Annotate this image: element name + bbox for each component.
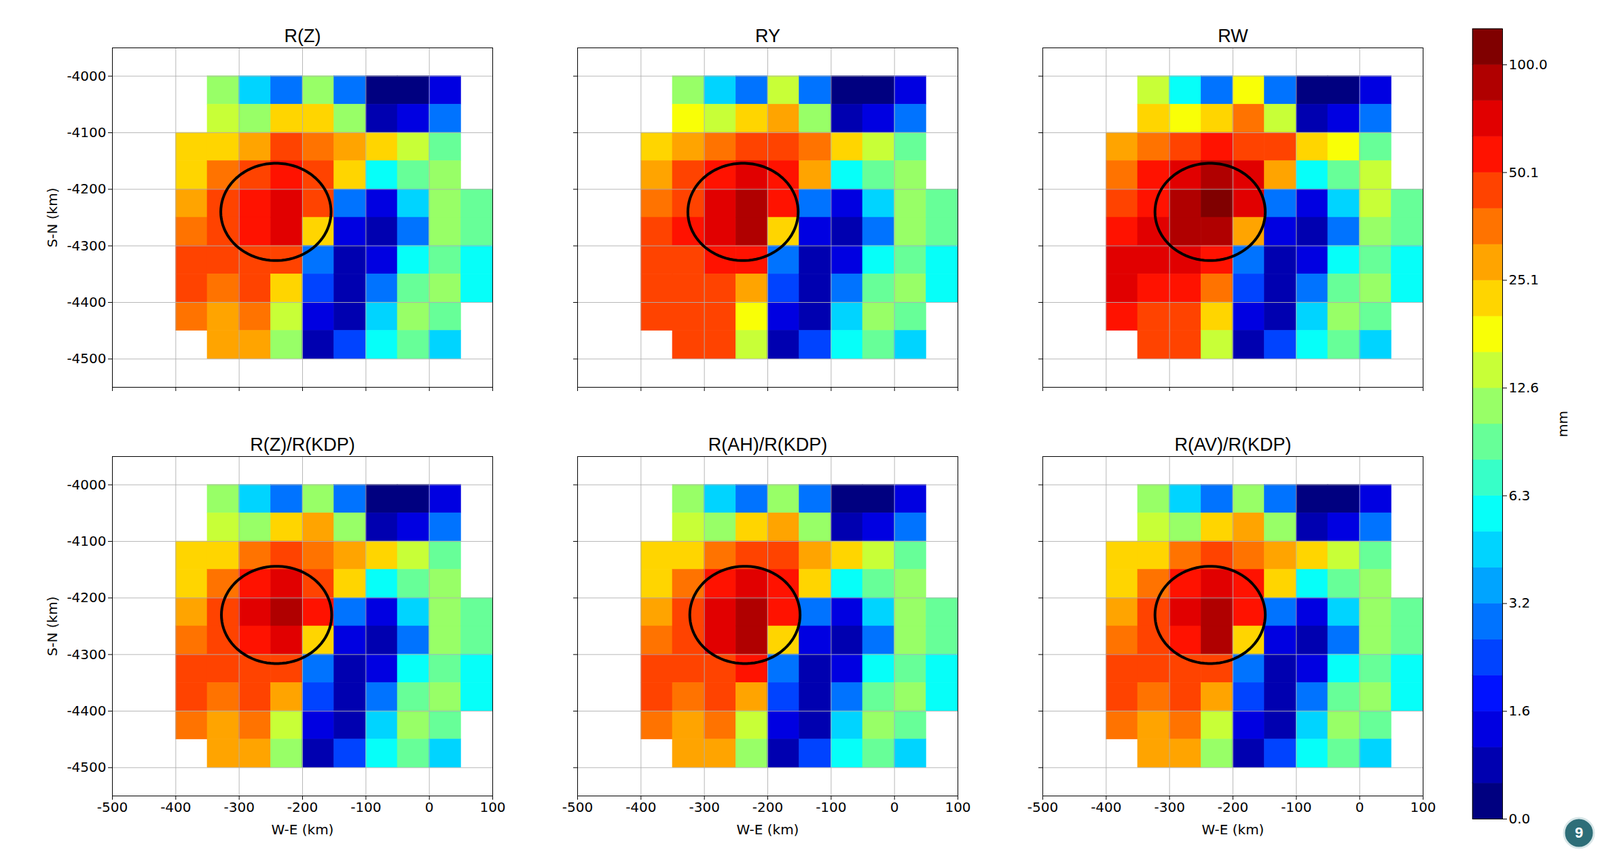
svg-text:6.3: 6.3 [1508, 487, 1531, 504]
svg-text:-4200: -4200 [66, 180, 106, 197]
svg-text:0: 0 [425, 799, 434, 816]
svg-text:-400: -400 [1090, 799, 1122, 816]
svg-text:-4500: -4500 [66, 759, 106, 776]
svg-text:RW: RW [1217, 25, 1249, 47]
svg-text:R(AH)/R(KDP): R(AH)/R(KDP) [708, 434, 828, 456]
svg-text:-200: -200 [752, 799, 784, 816]
svg-text:R(Z): R(Z) [284, 25, 322, 47]
svg-text:100: 100 [944, 799, 971, 816]
svg-text:-500: -500 [97, 799, 128, 816]
svg-text:-4500: -4500 [66, 350, 106, 367]
svg-text:0: 0 [890, 799, 900, 816]
svg-text:-4400: -4400 [66, 702, 106, 720]
svg-text:R(Z)/R(KDP): R(Z)/R(KDP) [249, 434, 355, 456]
svg-text:W-E (km): W-E (km) [736, 821, 800, 839]
svg-text:100.0: 100.0 [1508, 56, 1548, 73]
svg-text:-200: -200 [1217, 799, 1249, 816]
svg-text:-300: -300 [1153, 799, 1185, 816]
svg-text:-300: -300 [688, 799, 720, 816]
svg-text:-500: -500 [562, 799, 593, 816]
svg-text:0.0: 0.0 [1508, 810, 1531, 828]
svg-text:-100: -100 [350, 799, 381, 816]
svg-text:-4300: -4300 [66, 237, 106, 254]
svg-text:3.2: 3.2 [1508, 594, 1531, 612]
svg-text:-4300: -4300 [66, 646, 106, 663]
svg-text:-200: -200 [287, 799, 318, 816]
svg-text:-4200: -4200 [66, 589, 106, 606]
svg-text:1.6: 1.6 [1508, 702, 1531, 720]
svg-text:9: 9 [1574, 824, 1584, 842]
svg-text:50.1: 50.1 [1508, 164, 1540, 181]
svg-text:R(AV)/R(KDP): R(AV)/R(KDP) [1174, 434, 1292, 456]
svg-text:-100: -100 [815, 799, 847, 816]
svg-text:W-E (km): W-E (km) [271, 821, 335, 839]
svg-text:25.1: 25.1 [1508, 271, 1540, 288]
svg-text:-400: -400 [160, 799, 191, 816]
svg-text:12.6: 12.6 [1508, 379, 1540, 396]
svg-text:100: 100 [1409, 799, 1436, 816]
svg-text:100: 100 [479, 799, 506, 816]
svg-text:-500: -500 [1027, 799, 1059, 816]
svg-text:RY: RY [755, 25, 781, 47]
svg-text:S-N (km): S-N (km) [44, 188, 61, 248]
svg-text:-4100: -4100 [66, 533, 106, 550]
svg-text:-300: -300 [223, 799, 254, 816]
svg-text:W-E (km): W-E (km) [1202, 821, 1265, 839]
svg-text:-4100: -4100 [66, 124, 106, 141]
svg-text:-100: -100 [1280, 799, 1312, 816]
svg-text:-4000: -4000 [66, 67, 106, 85]
svg-text:-4000: -4000 [66, 476, 106, 494]
svg-text:-4400: -4400 [66, 294, 106, 311]
svg-text:S-N (km): S-N (km) [44, 596, 61, 657]
svg-text:-400: -400 [625, 799, 657, 816]
svg-text:0: 0 [1355, 799, 1365, 816]
svg-text:mm: mm [1554, 410, 1571, 438]
